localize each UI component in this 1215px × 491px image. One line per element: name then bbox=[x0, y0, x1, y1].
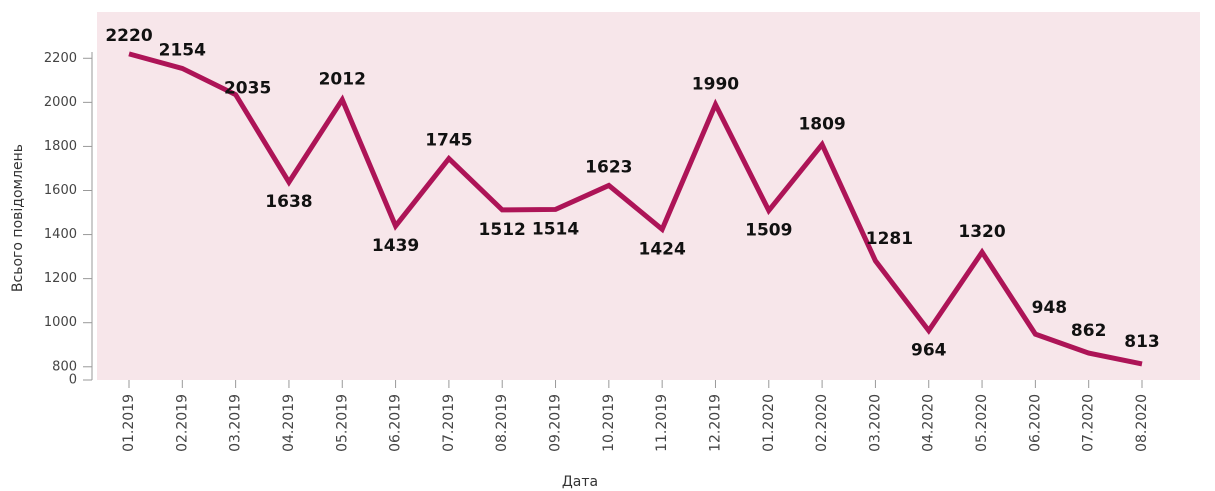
x-tick-label: 05.2020 bbox=[974, 394, 990, 452]
x-tick-label: 01.2019 bbox=[121, 394, 137, 452]
data-label: 2220 bbox=[105, 26, 152, 46]
x-tick-label: 02.2019 bbox=[174, 394, 190, 452]
y-tick-label: 1800 bbox=[44, 139, 77, 154]
data-label: 1990 bbox=[692, 75, 739, 95]
data-label: 1281 bbox=[866, 229, 913, 249]
y-tick-label: 1000 bbox=[44, 315, 77, 330]
data-label: 862 bbox=[1071, 321, 1107, 341]
y-tick-label: 1200 bbox=[44, 271, 77, 286]
y-tick-label: 0 bbox=[69, 373, 77, 388]
x-tick-label: 02.2020 bbox=[814, 394, 830, 452]
y-tick-label: 1600 bbox=[44, 183, 77, 198]
line-series bbox=[128, 51, 1143, 367]
y-tick-label: 2000 bbox=[44, 95, 77, 110]
data-label: 964 bbox=[911, 341, 947, 361]
x-tick-label: 07.2020 bbox=[1081, 394, 1097, 452]
x-tick-label: 07.2019 bbox=[441, 394, 457, 452]
data-label: 2035 bbox=[224, 79, 271, 99]
data-label: 1623 bbox=[585, 157, 632, 177]
y-tick-label: 1400 bbox=[44, 227, 77, 242]
y-tick-label: 800 bbox=[52, 359, 77, 374]
y-axis-label: Всього повідомлень bbox=[10, 144, 26, 292]
x-tick-label: 06.2019 bbox=[388, 394, 404, 452]
x-tick-label: 11.2019 bbox=[654, 394, 670, 452]
x-tick-label: 03.2020 bbox=[867, 394, 883, 452]
x-tick-label: 05.2019 bbox=[334, 394, 350, 452]
data-label: 2012 bbox=[319, 70, 366, 90]
x-tick-label: 04.2020 bbox=[921, 394, 937, 452]
x-tick-label: 03.2019 bbox=[228, 394, 244, 452]
data-label: 1439 bbox=[372, 236, 419, 256]
data-label: 1809 bbox=[798, 114, 845, 134]
x-tick-label: 06.2020 bbox=[1027, 394, 1043, 452]
y-tick-label: 2200 bbox=[44, 51, 77, 66]
x-tick-label: 01.2020 bbox=[761, 394, 777, 452]
data-label: 1745 bbox=[425, 131, 472, 151]
data-label: 813 bbox=[1124, 332, 1160, 352]
data-label: 1512 bbox=[479, 220, 526, 240]
data-label: 1320 bbox=[958, 222, 1005, 242]
x-axis-label: Дата bbox=[562, 474, 598, 490]
x-tick-label: 09.2019 bbox=[548, 394, 564, 452]
data-label: 1424 bbox=[638, 239, 685, 259]
data-label: 1509 bbox=[745, 221, 792, 241]
x-tick-label: 04.2019 bbox=[281, 394, 297, 452]
data-label: 2154 bbox=[159, 40, 206, 60]
x-tick-label: 08.2020 bbox=[1134, 394, 1150, 452]
x-tick-label: 08.2019 bbox=[494, 394, 510, 452]
data-label: 1514 bbox=[532, 219, 579, 239]
plot-background bbox=[97, 12, 1200, 380]
x-tick-label: 10.2019 bbox=[601, 394, 617, 452]
data-label: 948 bbox=[1032, 298, 1068, 318]
x-tick-label: 12.2019 bbox=[707, 394, 723, 452]
data-label: 1638 bbox=[265, 192, 312, 212]
